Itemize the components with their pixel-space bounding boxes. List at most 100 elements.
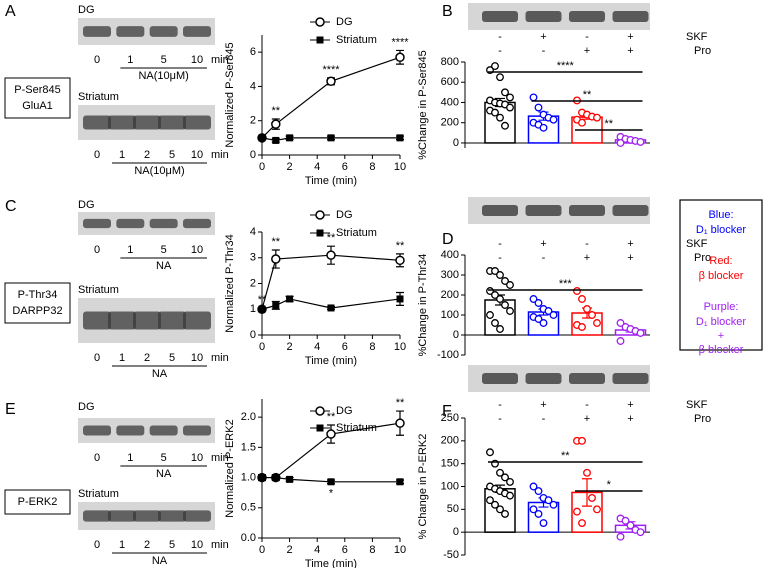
lane-label: 10 [191, 539, 203, 551]
lane-label: 2 [144, 149, 150, 161]
data-point [578, 295, 586, 303]
y-tick-label: 400 [441, 96, 459, 108]
data-point [539, 319, 548, 327]
y-tick-label: 0 [250, 149, 256, 161]
condition-sign: + [584, 45, 590, 57]
data-point [539, 123, 548, 132]
protein-label: DARPP32 [12, 305, 62, 317]
blot-band [183, 115, 211, 130]
data-point [486, 448, 494, 457]
lane-label: 5 [169, 539, 175, 551]
data-point [621, 516, 630, 525]
condition-name: SKF [686, 399, 708, 411]
data-point [616, 337, 625, 345]
x-tick-label: 6 [342, 341, 348, 353]
lane-label: 5 [161, 244, 167, 256]
legend-marker [315, 406, 325, 416]
data-point [491, 62, 499, 70]
lane-unit: min [211, 539, 229, 551]
blot-band [183, 425, 211, 436]
marker [396, 478, 404, 486]
condition-sign: + [627, 413, 633, 425]
data-point [593, 319, 601, 327]
lane-label: 10 [191, 452, 203, 464]
y-tick-label: 0 [453, 329, 459, 341]
x-tick-label: 4 [314, 341, 320, 353]
data-point [636, 137, 645, 146]
condition-sign: - [585, 238, 589, 250]
legend-label: DG [336, 16, 353, 28]
legend-marker [315, 17, 325, 27]
data-point [578, 118, 586, 127]
legend-heading: Blue: [708, 209, 733, 221]
y-tick-label: 250 [441, 412, 459, 424]
data-point [496, 505, 504, 514]
data-point [491, 291, 499, 299]
marker [258, 474, 266, 482]
data-point [534, 103, 543, 112]
legend-text: + [718, 330, 724, 342]
protein-label: P-Thr34 [18, 289, 58, 301]
data-point [496, 325, 504, 333]
condition-sign: + [540, 399, 546, 411]
lane-label: 1 [119, 352, 125, 364]
y-tick-label: 0.5 [241, 502, 256, 514]
data-point [616, 319, 625, 327]
data-point [506, 93, 514, 102]
comparison-label: * [607, 479, 612, 491]
data-point [573, 287, 581, 295]
blot-band [149, 425, 178, 436]
data-point [486, 496, 494, 505]
x-tick-label: 0 [259, 341, 265, 353]
condition-name: SKF [686, 238, 708, 250]
blot-band [612, 205, 649, 216]
x-axis-label: Time (min) [305, 355, 357, 367]
legend-label: DG [336, 209, 353, 221]
y-tick-label: 1.5 [241, 441, 256, 453]
y-tick-label: 0 [250, 329, 256, 341]
y-tick-label: 300 [441, 269, 459, 281]
data-point [593, 505, 601, 514]
data-point [506, 103, 514, 112]
data-point [491, 108, 499, 117]
legend-marker [316, 229, 324, 237]
blot-band [158, 311, 186, 330]
blot-band [569, 205, 605, 216]
blot-band [133, 115, 161, 130]
marker [326, 76, 336, 87]
treatment-label: NA [152, 368, 168, 380]
legend-label: DG [336, 405, 353, 417]
y-tick-label: 600 [441, 76, 459, 88]
y-tick-label: 2.0 [241, 411, 256, 423]
lane-label: 0 [94, 539, 100, 551]
data-point [534, 487, 543, 496]
x-tick-label: 10 [394, 341, 406, 353]
comparison-label: ** [583, 89, 592, 101]
blot-band [482, 205, 518, 216]
condition-sign: - [542, 252, 546, 264]
y-tick-label: 0.0 [241, 532, 256, 544]
blot-title: Striatum [78, 488, 119, 500]
blot-band [482, 11, 518, 22]
comparison-label: *** [559, 278, 573, 290]
data-point [506, 307, 514, 315]
data-point [583, 468, 591, 477]
data-point [491, 267, 499, 275]
blot-band [108, 115, 136, 130]
data-point [616, 532, 625, 541]
panel-letter: A [5, 3, 16, 20]
marker [396, 295, 404, 303]
treatment-label: NA(10μM) [138, 70, 188, 82]
data-point [529, 295, 538, 303]
lane-unit: min [211, 452, 229, 464]
data-point [496, 271, 504, 279]
lane-label: 5 [169, 149, 175, 161]
significance-label: ** [258, 294, 267, 306]
y-tick-label: 200 [441, 289, 459, 301]
blot-title: Striatum [78, 91, 119, 103]
blot-band [183, 311, 211, 330]
protein-label: P-ERK2 [18, 496, 58, 508]
data-point [578, 323, 586, 331]
y-tick-label: -100 [437, 349, 459, 361]
y-tick-label: 0 [453, 137, 459, 149]
